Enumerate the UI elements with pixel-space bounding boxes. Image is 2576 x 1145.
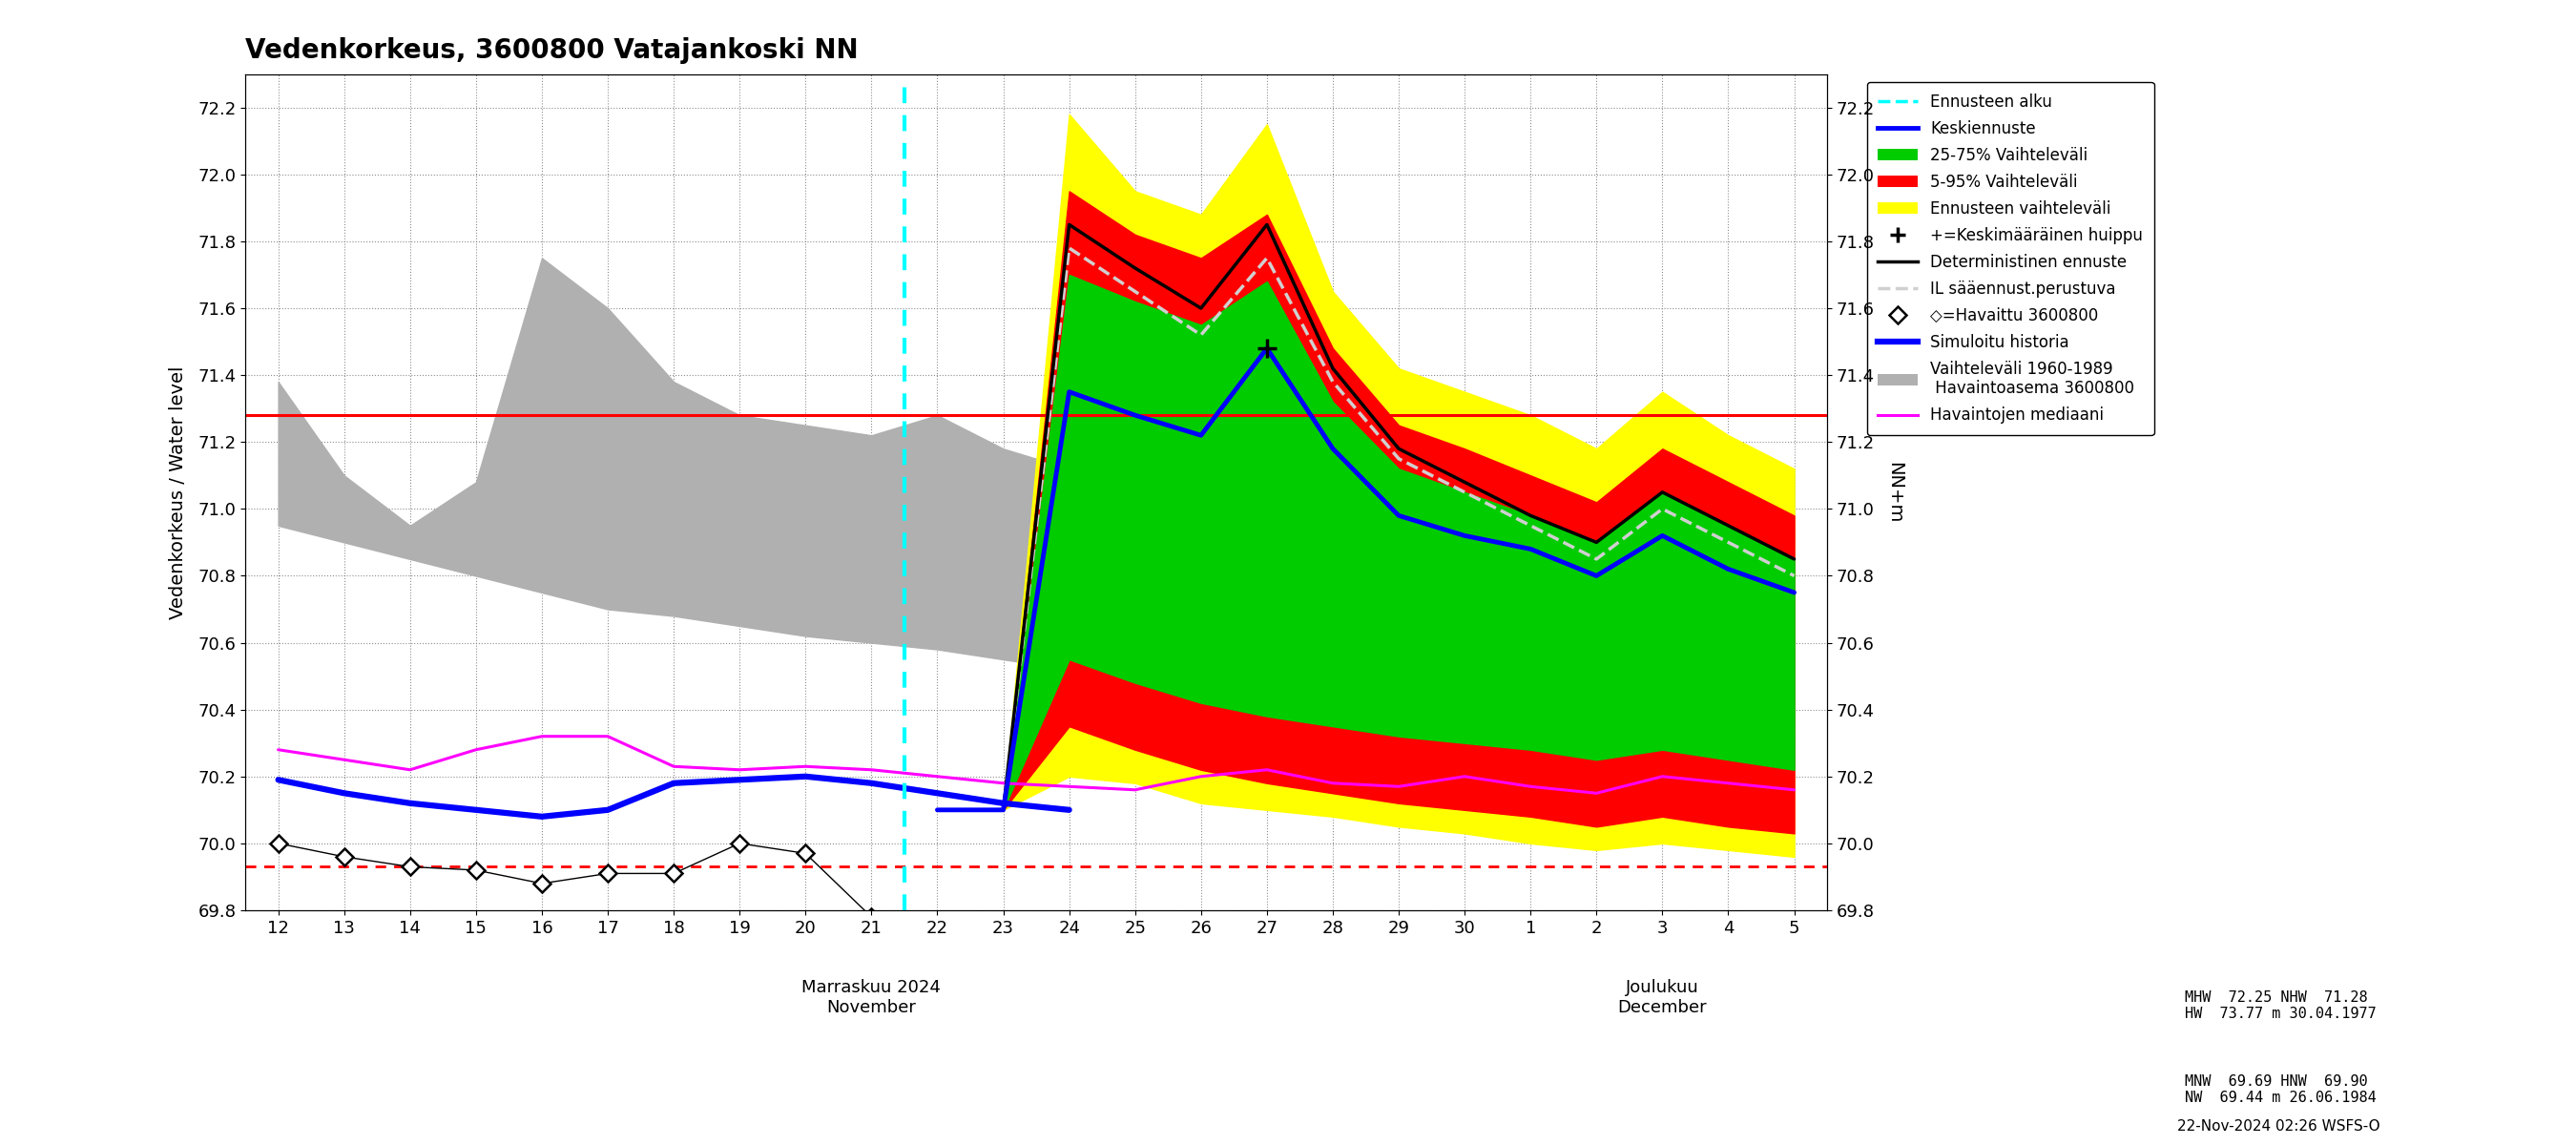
- Y-axis label: NN+m: NN+m: [1886, 461, 1904, 523]
- Text: MHW  72.25 NHW  71.28
HW  73.77 m 30.04.1977: MHW 72.25 NHW 71.28 HW 73.77 m 30.04.197…: [2184, 990, 2375, 1021]
- Text: Marraskuu 2024
November: Marraskuu 2024 November: [801, 979, 940, 1017]
- Text: Joulukuu
December: Joulukuu December: [1618, 979, 1708, 1017]
- Text: 22-Nov-2024 02:26 WSFS-O: 22-Nov-2024 02:26 WSFS-O: [2177, 1120, 2380, 1134]
- Y-axis label: Vedenkorkeus / Water level: Vedenkorkeus / Water level: [170, 365, 188, 618]
- Text: Vedenkorkeus, 3600800 Vatajankoski NN: Vedenkorkeus, 3600800 Vatajankoski NN: [245, 37, 858, 64]
- Text: MNW  69.69 HNW  69.90
NW  69.44 m 26.06.1984: MNW 69.69 HNW 69.90 NW 69.44 m 26.06.198…: [2184, 1074, 2375, 1105]
- Legend: Ennusteen alku, Keskiennuste, 25-75% Vaihteleväli, 5-95% Vaihteleväli, Ennusteen: Ennusteen alku, Keskiennuste, 25-75% Vai…: [1868, 82, 2154, 435]
